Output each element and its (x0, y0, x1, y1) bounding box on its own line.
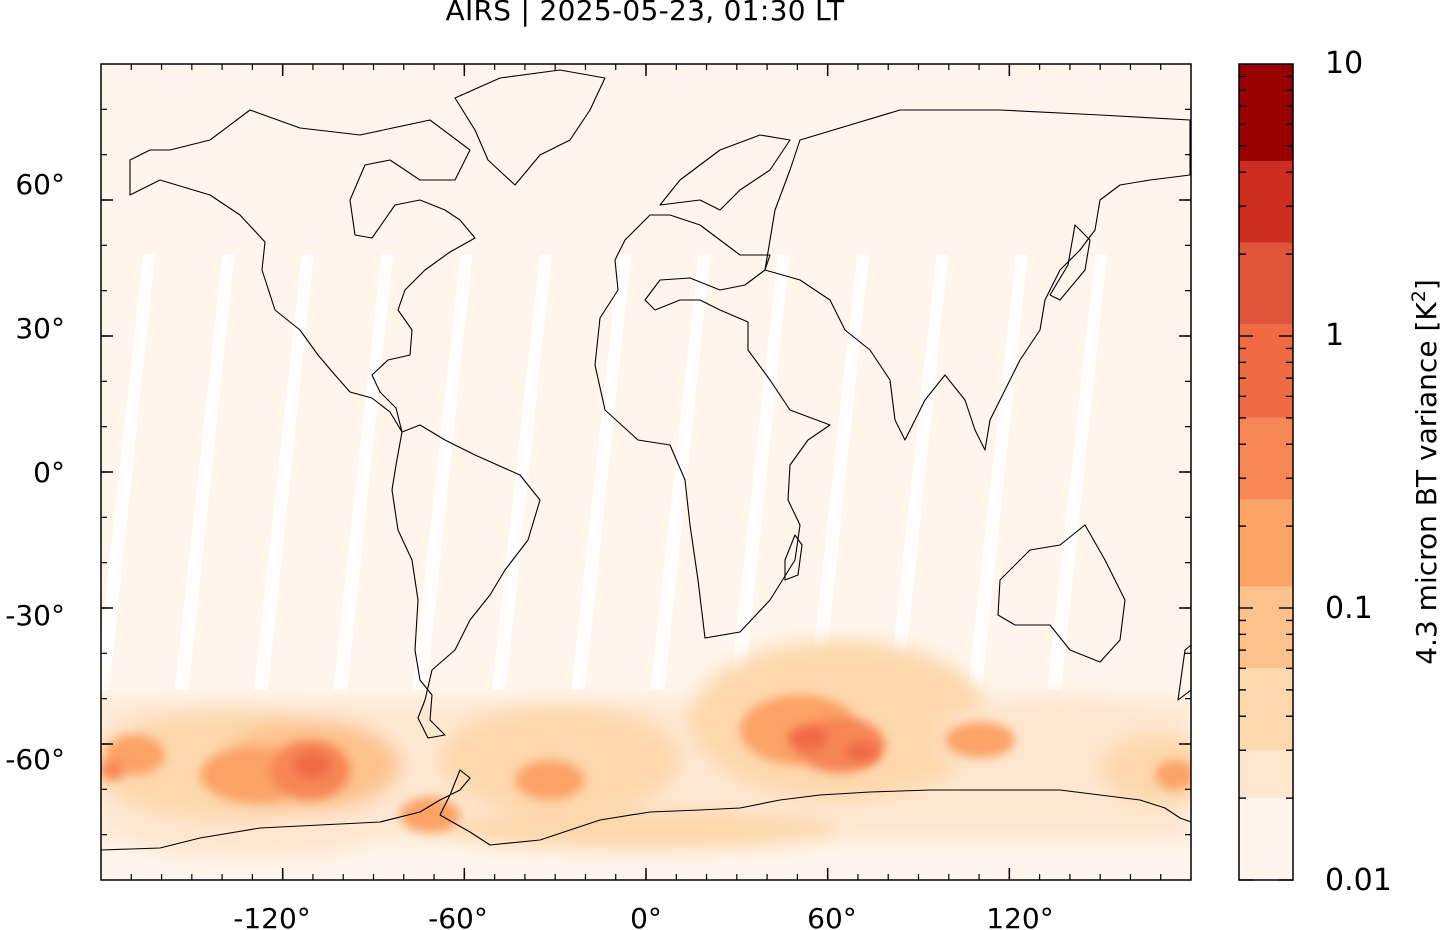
colorbar-bin (1239, 417, 1293, 500)
y-axis-labels: 60° 30° 0° -30° -60° (5, 168, 65, 776)
orbit-gap (491, 254, 552, 690)
coastline-new-zealand (1177, 644, 1191, 701)
coastline-north-america (129, 109, 476, 433)
variance-field-strong (101, 726, 878, 780)
coastline-scandinavia (659, 134, 791, 211)
y-tick-label: -30° (5, 599, 65, 632)
orbit-gap (253, 254, 314, 690)
map-panel (101, 64, 1191, 880)
x-axis-labels: -120° -60° 0° 60° 120° (233, 902, 1054, 930)
y-tick-label: 60° (15, 168, 65, 201)
x-tick-label: -60° (428, 902, 488, 930)
orbit-gap (571, 254, 632, 690)
colorbar-bin (1239, 668, 1293, 751)
orbit-gap (650, 254, 711, 690)
colorbar-title: 4.3 micron BT variance [K2] (1408, 279, 1442, 665)
colorbar: 10 1 0.1 0.01 4.3 micron BT variance [K2… (1238, 46, 1442, 898)
orbit-gap (729, 254, 790, 690)
y-tick-label: 30° (15, 312, 65, 345)
coastline-antarctica (101, 769, 1191, 851)
coastline-australia (997, 524, 1126, 663)
coastline-south-america (391, 424, 541, 739)
x-tick-label: 60° (807, 902, 857, 930)
orbit-gap (333, 254, 394, 690)
orbit-gap (809, 254, 870, 690)
orbit-gaps (101, 254, 1108, 690)
colorbar-bin (1239, 586, 1293, 669)
colorbar-bin (1239, 750, 1293, 799)
orbit-gap (888, 254, 949, 690)
variance-field-background (101, 640, 1191, 858)
colorbar-frame (1238, 63, 1294, 881)
colorbar-bin (1239, 160, 1293, 243)
variance-field (101, 640, 1191, 858)
major-ticks (101, 64, 1191, 880)
y-tick-label: 0° (33, 456, 65, 489)
colorbar-tick-label: 10 (1325, 46, 1363, 81)
coastline-japan (1049, 224, 1091, 301)
orbit-gap (1047, 254, 1108, 690)
colorbar-tick-label: 0.1 (1325, 591, 1373, 626)
colorbar-ticks (1239, 75, 1293, 881)
orbit-gap (967, 254, 1028, 690)
colorbar-tick-label: 0.01 (1325, 863, 1392, 898)
x-tick-label: -120° (233, 902, 311, 930)
x-tick-label: 0° (630, 902, 662, 930)
colorbar-bin (1239, 64, 1293, 161)
map-title: AIRS | 2025-05-23, 01:30 LT (445, 0, 845, 27)
colorbar-bin (1239, 499, 1293, 587)
colorbar-bin (1239, 242, 1293, 325)
x-tick-label: 120° (986, 902, 1053, 930)
colorbar-bin (1239, 324, 1293, 418)
colorbar-bin (1239, 798, 1293, 880)
orbit-gap (174, 254, 235, 690)
coastline-madagascar (784, 534, 803, 581)
orbit-gap (412, 254, 473, 690)
colorbar-tick-label: 1 (1325, 318, 1344, 353)
coastline-greenland (454, 69, 606, 186)
orbit-gap (101, 254, 156, 690)
y-tick-label: -60° (5, 743, 65, 776)
colorbar-bins (1239, 64, 1293, 880)
coastline-europe-africa (594, 214, 831, 639)
coastlines (101, 69, 1191, 851)
coastline-asia (764, 109, 1191, 451)
